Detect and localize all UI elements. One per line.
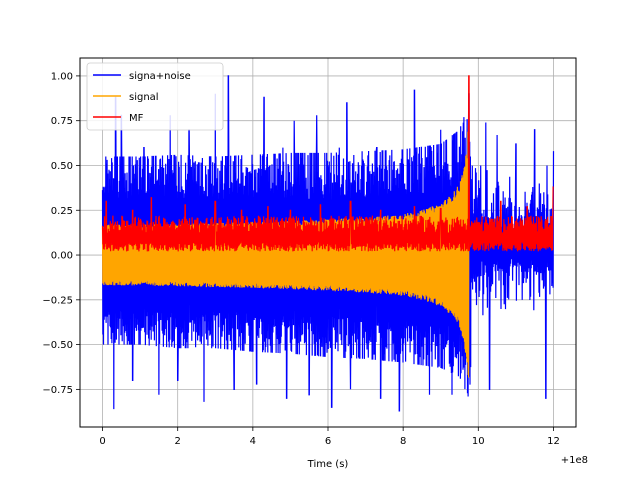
legend-label-1: signal	[129, 92, 159, 103]
x-axis-offset-label: +1e8	[561, 455, 588, 466]
y-tick-label-2: −0.25	[42, 295, 73, 306]
x-tick-label-0: 0	[99, 436, 105, 447]
y-tick-label-0: −0.75	[42, 385, 73, 396]
legend-label-2: MF	[129, 113, 144, 124]
x-tick-label-1: 2	[175, 436, 181, 447]
y-tick-label-3: 0.00	[51, 251, 73, 262]
y-tick-label-7: 1.00	[51, 71, 73, 82]
legend-box	[86, 62, 224, 131]
legend: signa+noise signal MF	[86, 62, 224, 131]
y-tick-label-4: 0.25	[51, 206, 73, 217]
x-tick-label-4: 8	[400, 436, 406, 447]
y-tick-label-5: 0.50	[51, 161, 73, 172]
x-tick-label-2: 4	[250, 436, 256, 447]
legend-label-0: signa+noise	[129, 71, 191, 82]
y-tick-label-1: −0.50	[42, 340, 73, 351]
series-mf	[101, 75, 554, 252]
x-tick-label-5: 10	[472, 436, 485, 447]
x-tick-label-3: 6	[325, 436, 331, 447]
x-axis-label: Time (s)	[307, 459, 349, 470]
y-tick-label-6: 0.75	[51, 116, 73, 127]
x-tick-label-6: 12	[547, 436, 560, 447]
x-axis: 0 2 4 6 8 10 12	[99, 427, 560, 447]
series-layer	[101, 75, 555, 412]
y-axis: −0.75 −0.50 −0.25 0.00 0.25 0.50 0.75 1.00	[42, 71, 80, 396]
